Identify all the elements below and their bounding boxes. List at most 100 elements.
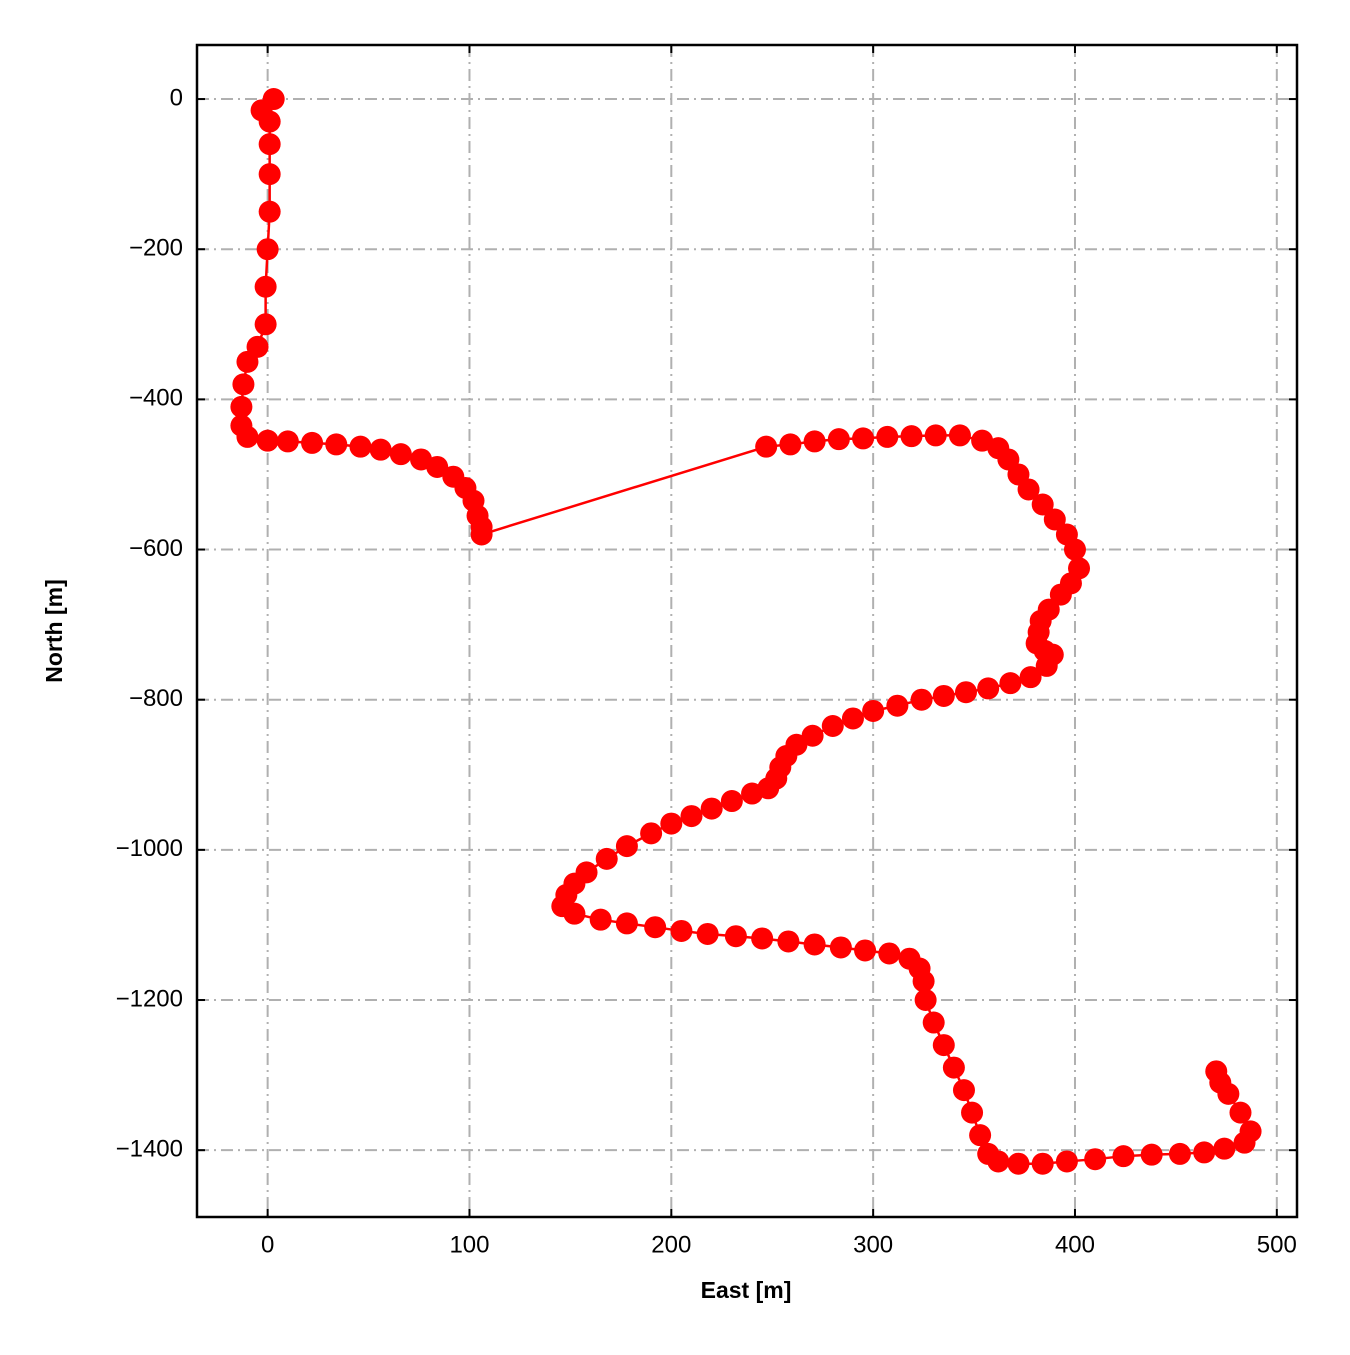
track-point — [232, 373, 255, 396]
track-point — [720, 790, 743, 813]
track-point — [1229, 1101, 1252, 1124]
track-point — [910, 688, 933, 711]
track-point — [886, 694, 909, 717]
x-tick-label: 400 — [1055, 1231, 1095, 1258]
track-point — [236, 425, 259, 448]
track-point — [615, 912, 638, 935]
track-point — [236, 350, 259, 373]
ticks — [197, 45, 1297, 1217]
track-point — [258, 110, 281, 133]
track-point — [1213, 1137, 1236, 1160]
track-point — [276, 430, 299, 453]
track-point — [325, 433, 348, 456]
track-point — [741, 782, 764, 805]
track-point — [644, 916, 667, 939]
track-point — [1239, 1120, 1262, 1143]
track-point — [1193, 1141, 1216, 1164]
track-point — [961, 1101, 984, 1124]
y-axis-title: North [m] — [41, 579, 67, 682]
track-point — [1205, 1060, 1228, 1083]
x-tick-label: 0 — [261, 1231, 274, 1258]
track-point — [615, 835, 638, 858]
track-point — [852, 427, 875, 450]
track-point — [660, 812, 683, 835]
track-point — [254, 275, 277, 298]
track-point — [589, 908, 612, 931]
track-point — [942, 1056, 965, 1079]
track-point — [1043, 508, 1066, 531]
track-point — [924, 424, 947, 447]
track-point — [1019, 666, 1042, 689]
grid — [197, 45, 1297, 1217]
track-point — [700, 797, 723, 820]
x-tick-label: 200 — [651, 1231, 691, 1258]
track-point — [987, 1150, 1010, 1173]
track-point — [1055, 1150, 1078, 1173]
track-point — [1140, 1143, 1163, 1166]
track-point — [862, 699, 885, 722]
track-point — [254, 313, 277, 336]
track-point — [1031, 1152, 1054, 1175]
track-point — [1168, 1142, 1191, 1165]
track-point — [1017, 478, 1040, 501]
x-tick-label: 100 — [449, 1231, 489, 1258]
track-point — [258, 200, 281, 223]
track-point — [755, 435, 778, 458]
track-point — [914, 989, 937, 1012]
track-point — [876, 425, 899, 448]
track-point — [724, 925, 747, 948]
x-tick-label: 500 — [1257, 1231, 1297, 1258]
track-point — [977, 677, 1000, 700]
track-point — [912, 970, 935, 993]
track-point — [258, 133, 281, 156]
y-tick-label: −1200 — [116, 985, 183, 1012]
x-axis-title: East [m] — [701, 1277, 792, 1303]
track-point — [256, 238, 279, 261]
track-point — [803, 430, 826, 453]
track-point — [1035, 654, 1058, 677]
track-point — [801, 724, 824, 747]
track-point — [1049, 583, 1072, 606]
track-point — [777, 930, 800, 953]
track-point — [803, 933, 826, 956]
track-point — [821, 714, 844, 737]
track-point — [751, 927, 774, 950]
y-tick-label: −400 — [129, 385, 183, 412]
track-point — [932, 1034, 955, 1057]
track-point — [779, 433, 802, 456]
track-point — [563, 902, 586, 925]
y-tick-label: 0 — [170, 84, 183, 111]
track-point — [301, 431, 324, 454]
track-point — [426, 455, 449, 478]
track-point — [1007, 1152, 1030, 1175]
track-point — [854, 939, 877, 962]
track-point — [969, 1124, 992, 1147]
track-point — [900, 425, 923, 448]
track-point — [595, 847, 618, 870]
track-point — [470, 523, 493, 546]
track-point — [389, 443, 412, 466]
track-point — [1031, 493, 1054, 516]
track-point — [922, 1011, 945, 1034]
track-point — [948, 424, 971, 447]
track-point — [827, 428, 850, 451]
track-line — [240, 98, 1252, 1165]
track-point — [829, 936, 852, 959]
y-tick-label: −200 — [129, 235, 183, 262]
track-point — [256, 429, 279, 452]
track-point — [696, 922, 719, 945]
track-point — [932, 684, 955, 707]
x-tick-label: 300 — [853, 1231, 893, 1258]
track-point — [1112, 1145, 1135, 1168]
plot-frame — [195, 43, 1299, 1219]
track-point — [878, 942, 901, 965]
track-point — [258, 163, 281, 186]
track-point — [670, 919, 693, 942]
track-point — [680, 805, 703, 828]
track-point — [1084, 1148, 1107, 1171]
y-tick-label: −1000 — [116, 835, 183, 862]
track-point — [230, 395, 253, 418]
y-tick-label: −600 — [129, 535, 183, 562]
